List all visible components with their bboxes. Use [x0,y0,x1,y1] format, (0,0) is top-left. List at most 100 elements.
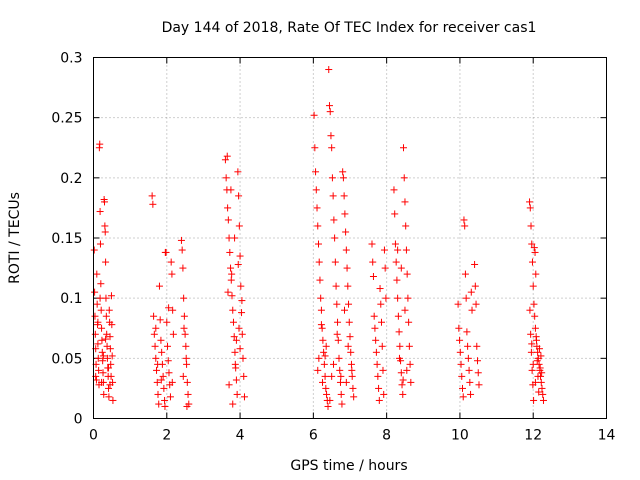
data-point [155,400,163,408]
data-point [180,312,188,320]
data-point [394,246,402,254]
data-point [90,246,98,254]
data-point [530,396,538,404]
data-point [178,246,186,254]
data-point [105,393,113,401]
data-point [461,222,469,230]
data-point [183,378,191,386]
data-point [161,396,169,404]
data-point [96,240,104,248]
data-point [526,306,534,314]
data-point [397,369,405,377]
data-point [325,66,333,74]
data-point [460,216,468,224]
data-point [537,378,545,386]
data-point [342,378,350,386]
data-point [227,186,235,194]
data-point [468,306,476,314]
data-point [164,342,172,350]
data-point [374,372,382,380]
x-tick-label: 8 [382,428,391,444]
data-point [228,270,236,278]
data-point [343,264,351,272]
data-point [99,352,107,360]
data-point [238,297,246,305]
data-point [225,381,233,389]
data-point [369,273,377,281]
data-point [342,228,350,236]
data-point [341,210,349,218]
data-point [98,378,106,386]
data-point [405,342,413,350]
data-point [342,246,350,254]
data-point [105,364,113,372]
data-point [382,294,390,302]
data-point [369,258,377,266]
data-point [91,288,99,296]
data-point [233,390,241,398]
data-point [330,360,338,368]
data-point [161,402,169,410]
data-point [326,396,334,404]
data-point [152,354,160,362]
data-point [91,312,99,320]
x-tick-label: 4 [236,428,245,444]
data-point [330,216,338,224]
data-point [168,270,176,278]
data-point [529,360,537,368]
data-point [325,102,333,110]
data-point [528,366,536,374]
data-point [154,360,162,368]
data-point [315,258,323,266]
data-point [93,300,101,308]
y-tick-labels: 0 0.05 0.1 0.15 0.2 0.25 0.3 [51,51,82,428]
data-point [102,335,110,343]
data-point [394,312,402,320]
data-point [107,372,115,380]
y-tick-label: 0.05 [51,351,82,367]
data-point [148,192,156,200]
data-point [339,168,347,176]
data-point [344,342,352,350]
data-point [107,360,115,368]
data-point [457,360,465,368]
data-point [158,348,166,356]
data-point [472,300,480,308]
data-point [378,318,386,326]
data-point [321,352,329,360]
data-point [403,366,411,374]
data-point [404,294,412,302]
data-point [153,378,161,386]
data-point [336,366,344,374]
data-point [393,276,401,284]
data-point [372,336,380,344]
data-point [222,174,230,182]
plot-frame [93,57,607,419]
data-point [533,336,541,344]
data-point [183,402,191,410]
data-point [531,324,539,332]
data-point [403,270,411,278]
data-point [347,348,355,356]
data-point [532,270,540,278]
data-point [94,340,102,348]
data-point [163,318,171,326]
grid-lines [93,57,607,419]
data-point [458,372,466,380]
data-point [380,246,388,254]
data-point [97,280,105,288]
data-point [328,174,336,182]
y-tick-label: 0.25 [51,111,82,127]
data-point [349,384,357,392]
data-point [106,345,114,353]
data-point [328,144,336,152]
data-point [182,354,190,362]
data-point [529,282,537,290]
data-point [331,258,339,266]
data-point [326,108,334,116]
data-point [230,333,238,341]
data-point [372,348,380,356]
data-point [234,260,242,268]
data-point [530,300,538,308]
data-point [375,384,383,392]
